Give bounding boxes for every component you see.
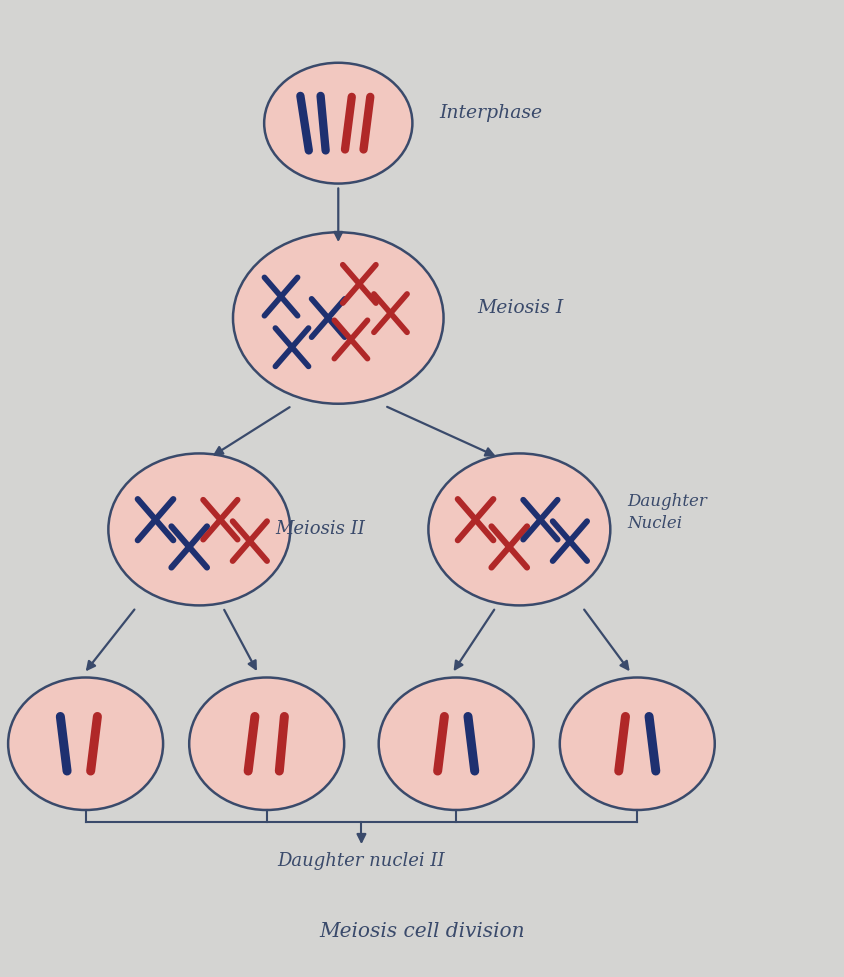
- Text: Meiosis cell division: Meiosis cell division: [319, 922, 525, 941]
- Ellipse shape: [108, 453, 290, 606]
- Ellipse shape: [378, 677, 533, 810]
- Ellipse shape: [428, 453, 609, 606]
- Ellipse shape: [233, 233, 443, 404]
- Ellipse shape: [8, 677, 163, 810]
- Text: Daughter nuclei II: Daughter nuclei II: [278, 852, 445, 870]
- Ellipse shape: [559, 677, 714, 810]
- Text: Meiosis II: Meiosis II: [274, 521, 365, 538]
- Text: Daughter
Nuclei: Daughter Nuclei: [626, 493, 706, 532]
- Text: Meiosis I: Meiosis I: [477, 299, 563, 318]
- Ellipse shape: [189, 677, 344, 810]
- Ellipse shape: [264, 63, 412, 184]
- Text: Interphase: Interphase: [439, 105, 542, 122]
